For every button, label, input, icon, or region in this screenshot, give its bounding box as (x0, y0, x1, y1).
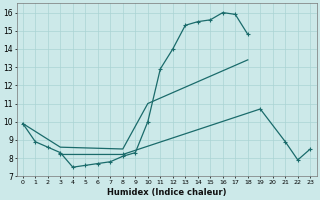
X-axis label: Humidex (Indice chaleur): Humidex (Indice chaleur) (107, 188, 226, 197)
